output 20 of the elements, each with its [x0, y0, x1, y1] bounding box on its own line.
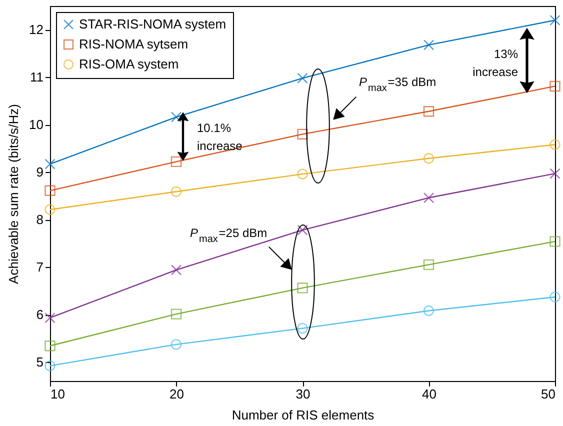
x-tick-label: 20: [170, 386, 184, 402]
legend-label: RIS-OMA system: [79, 56, 179, 72]
x-axis-title: Number of RIS elements: [232, 408, 375, 422]
x-tick-label: 50: [541, 386, 556, 402]
y-tick-label: 12: [29, 22, 44, 38]
y-tick-label: 11: [30, 70, 44, 85]
x-tick-label: 40: [422, 386, 436, 402]
y-tick-label: 6: [36, 307, 44, 322]
x-tick-label: 30: [296, 386, 310, 402]
annotation: 10.1% increase: [197, 121, 243, 153]
y-tick-label: 5: [36, 354, 44, 370]
y-tick-label: 10: [29, 117, 44, 132]
y-axis-title: Achievable sum rate (bits/s/Hz): [6, 104, 22, 284]
x-tick-label: 10: [50, 386, 65, 402]
y-tick-label: 9: [36, 164, 44, 180]
legend-label: STAR-RIS-NOMA system: [79, 16, 226, 32]
annotation: 13% increase: [472, 47, 518, 79]
y-tick-label: 7: [36, 260, 44, 275]
legend-label: RIS-NOMA sytsem: [79, 36, 188, 52]
y-tick-label: 8: [36, 212, 44, 228]
